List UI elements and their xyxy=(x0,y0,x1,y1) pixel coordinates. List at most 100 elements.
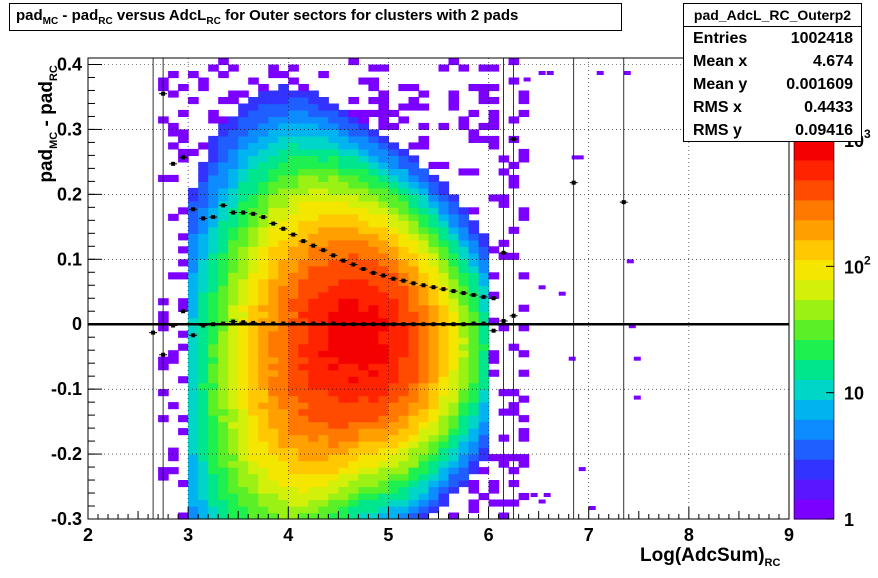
heatmap-cell xyxy=(218,350,229,358)
heatmap-cell xyxy=(198,304,209,312)
heatmap-cell xyxy=(218,174,229,182)
heatmap-cell xyxy=(388,278,399,286)
heatmap-cell xyxy=(298,363,309,371)
heatmap-cell xyxy=(348,421,359,429)
heatmap-cell xyxy=(388,499,399,507)
heatmap-cell xyxy=(298,343,309,351)
heatmap-cell xyxy=(278,213,289,221)
heatmap-cell xyxy=(238,252,249,260)
heatmap-cell xyxy=(188,506,199,514)
heatmap-cell xyxy=(188,252,199,260)
heatmap-cell xyxy=(308,506,319,514)
heatmap-cell xyxy=(418,135,430,143)
heatmap-cell xyxy=(198,311,209,319)
heatmap-cell xyxy=(358,317,369,325)
heatmap-cell xyxy=(458,246,470,254)
heatmap-cell xyxy=(268,480,279,488)
heatmap-cell xyxy=(208,447,219,455)
heatmap-cell xyxy=(328,207,339,215)
heatmap-cell xyxy=(268,207,279,215)
heatmap-cell xyxy=(198,512,209,520)
heatmap-cell xyxy=(228,226,239,234)
heatmap-cell xyxy=(428,473,440,481)
heatmap-cell xyxy=(218,356,229,364)
heatmap-cell xyxy=(438,311,450,319)
heatmap-cell xyxy=(278,395,289,403)
heatmap-cell xyxy=(418,285,430,293)
heatmap-cell xyxy=(418,278,430,286)
heatmap-cell xyxy=(238,278,249,286)
heatmap-cell xyxy=(438,473,450,481)
heatmap-cell xyxy=(238,220,249,228)
heatmap-cell xyxy=(448,434,460,442)
heatmap-cell xyxy=(318,174,329,182)
heatmap-cell xyxy=(418,499,430,507)
heatmap-cell xyxy=(438,480,450,488)
heatmap-cell xyxy=(198,168,209,176)
heatmap-cell xyxy=(278,460,289,468)
heatmap-cell xyxy=(268,493,279,501)
heatmap-cell xyxy=(318,71,329,79)
heatmap-cell xyxy=(418,350,430,358)
color-scale-band xyxy=(794,359,834,380)
heatmap-cell xyxy=(228,148,239,156)
heatmap-cell xyxy=(268,317,279,325)
heatmap-cell xyxy=(208,252,219,260)
heatmap-cell xyxy=(258,382,269,390)
heatmap-cell xyxy=(238,213,249,221)
heatmap-cell xyxy=(188,441,199,449)
heatmap-cell xyxy=(458,298,470,306)
heatmap-cell xyxy=(198,473,209,481)
heatmap-cell xyxy=(318,148,329,156)
heatmap-cell xyxy=(228,155,239,163)
heatmap-cell xyxy=(488,135,500,143)
heatmap-cell xyxy=(428,395,440,403)
heatmap-cell xyxy=(468,330,480,338)
heatmap-cell xyxy=(208,363,219,371)
heatmap-cell xyxy=(338,291,349,299)
heatmap-cell xyxy=(408,168,420,176)
heatmap-cell xyxy=(348,213,359,221)
heatmap-cell xyxy=(368,181,379,189)
heatmap-cell xyxy=(448,447,460,455)
mean-marker xyxy=(221,321,226,326)
heatmap-cell xyxy=(458,330,470,338)
heatmap-cell xyxy=(218,168,229,176)
heatmap-cell xyxy=(208,181,219,189)
heatmap-cell xyxy=(348,447,359,455)
stats-row: Mean x 4.674 xyxy=(684,50,861,73)
heatmap-cell xyxy=(278,434,289,442)
heatmap-cell xyxy=(378,109,389,117)
heatmap-cell xyxy=(398,356,409,364)
heatmap-cell xyxy=(488,369,500,377)
heatmap-cell xyxy=(488,480,500,488)
heatmap-cell xyxy=(633,395,641,400)
heatmap-cell xyxy=(368,259,379,267)
heatmap-cell xyxy=(318,226,329,234)
heatmap-cell xyxy=(348,58,359,66)
heatmap-cell xyxy=(468,421,480,429)
heatmap-cell xyxy=(238,486,249,494)
heatmap-cell xyxy=(408,363,420,371)
mean-marker xyxy=(381,322,386,327)
heatmap-cell xyxy=(438,395,450,403)
heatmap-cell xyxy=(408,415,420,423)
heatmap-cell xyxy=(448,246,460,254)
heatmap-cell xyxy=(208,395,219,403)
heatmap-cell xyxy=(248,109,259,117)
heatmap-cell xyxy=(288,395,299,403)
heatmap-cell xyxy=(238,473,249,481)
heatmap-cell xyxy=(348,434,359,442)
rms-marker xyxy=(161,91,166,96)
heatmap-cell xyxy=(428,252,440,260)
heatmap-cell xyxy=(368,317,379,325)
heatmap-cell xyxy=(388,155,399,163)
heatmap-cell xyxy=(408,252,420,260)
mean-marker xyxy=(341,322,346,327)
mean-marker xyxy=(171,323,176,328)
heatmap-cell xyxy=(278,122,289,130)
heatmap-cell xyxy=(418,363,430,371)
heatmap-cell xyxy=(208,317,219,325)
heatmap-cell xyxy=(188,343,199,351)
heatmap-cell xyxy=(428,506,440,514)
